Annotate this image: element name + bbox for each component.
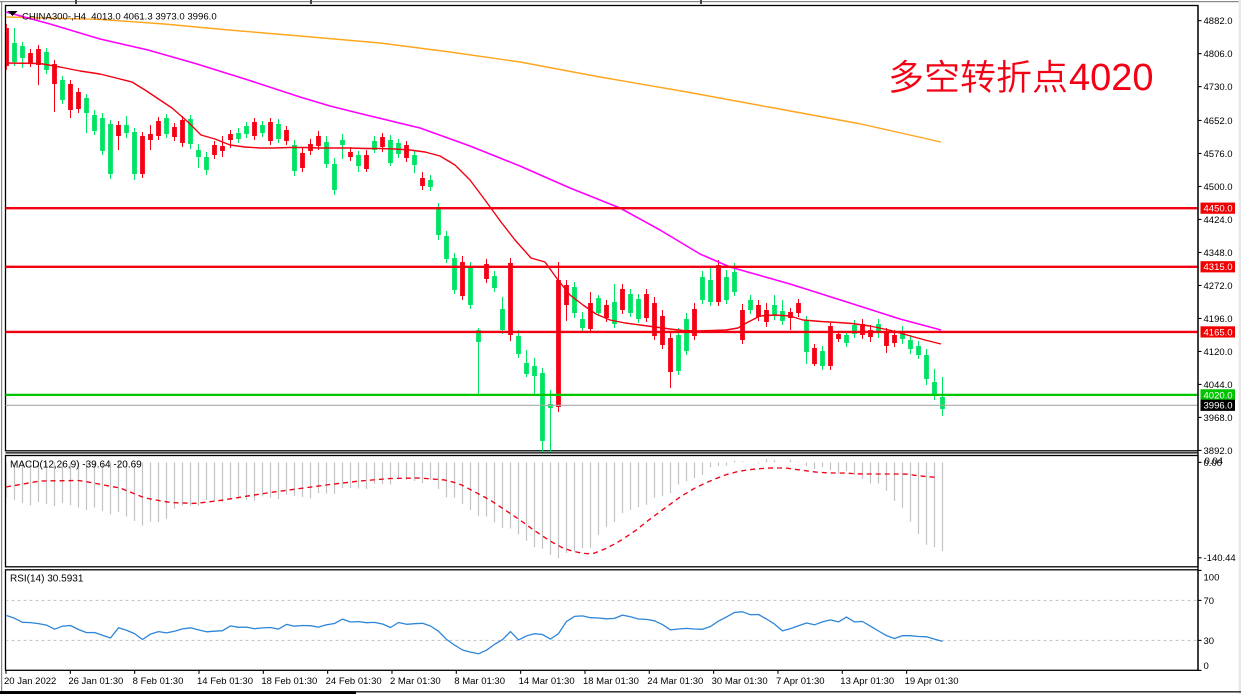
- svg-text:4272.0: 4272.0: [1204, 281, 1233, 292]
- svg-text:30 Mar 01:30: 30 Mar 01:30: [712, 676, 768, 687]
- svg-text:4652.0: 4652.0: [1204, 116, 1233, 127]
- svg-text:4020.0: 4020.0: [1204, 390, 1233, 401]
- svg-text:4315.0: 4315.0: [1204, 262, 1233, 273]
- svg-text:0.04: 0.04: [1205, 456, 1224, 467]
- svg-text:3996.0: 3996.0: [1204, 401, 1233, 412]
- svg-text:8 Mar 01:30: 8 Mar 01:30: [454, 676, 505, 687]
- svg-text:26 Jan 01:30: 26 Jan 01:30: [68, 676, 123, 687]
- svg-text:24 Mar 01:30: 24 Mar 01:30: [647, 676, 703, 687]
- svg-text:4500.0: 4500.0: [1204, 182, 1233, 193]
- svg-text:4576.0: 4576.0: [1204, 149, 1233, 160]
- svg-text:8 Feb 01:30: 8 Feb 01:30: [133, 676, 184, 687]
- svg-text:3968.0: 3968.0: [1204, 413, 1233, 424]
- svg-text:4348.0: 4348.0: [1204, 248, 1233, 259]
- svg-text:4196.0: 4196.0: [1204, 314, 1233, 325]
- svg-text:0: 0: [1204, 661, 1209, 672]
- svg-text:100: 100: [1204, 573, 1220, 584]
- svg-text:18 Mar 01:30: 18 Mar 01:30: [583, 676, 639, 687]
- svg-text:14 Mar 01:30: 14 Mar 01:30: [519, 676, 575, 687]
- svg-text:4020: 4020: [1069, 57, 1154, 99]
- svg-text:3892.0: 3892.0: [1204, 446, 1233, 457]
- svg-text:MACD(12,26,9) -39.64 -20.69: MACD(12,26,9) -39.64 -20.69: [10, 460, 142, 471]
- svg-text:4730.0: 4730.0: [1204, 82, 1233, 93]
- svg-text:13 Apr 01:30: 13 Apr 01:30: [840, 676, 894, 687]
- svg-text:7 Apr 01:30: 7 Apr 01:30: [776, 676, 825, 687]
- svg-text:30: 30: [1204, 636, 1215, 647]
- svg-text:4120.0: 4120.0: [1204, 347, 1233, 358]
- svg-text:4882.0: 4882.0: [1204, 16, 1233, 27]
- svg-text:4806.0: 4806.0: [1204, 49, 1233, 60]
- svg-text:19 Apr 01:30: 19 Apr 01:30: [905, 676, 959, 687]
- svg-text:20 Jan 2022: 20 Jan 2022: [4, 676, 56, 687]
- svg-text:4165.0: 4165.0: [1204, 327, 1233, 338]
- svg-text:70: 70: [1204, 596, 1215, 607]
- svg-text:14 Feb 01:30: 14 Feb 01:30: [197, 676, 253, 687]
- svg-text:18 Feb 01:30: 18 Feb 01:30: [261, 676, 317, 687]
- svg-text:0.00: 0.00: [1204, 458, 1223, 469]
- svg-text:RSI(14) 30.5931: RSI(14) 30.5931: [10, 574, 84, 585]
- svg-text:CHINA300-,H4 4013.0 4061.3 39: CHINA300-,H4 4013.0 4061.3 3973.0 3996.0: [22, 12, 217, 23]
- svg-text:24 Feb 01:30: 24 Feb 01:30: [326, 676, 382, 687]
- svg-text:-140.44: -140.44: [1204, 553, 1236, 564]
- svg-text:4424.0: 4424.0: [1204, 215, 1233, 226]
- svg-text:4450.0: 4450.0: [1204, 204, 1233, 215]
- svg-text:4044.0: 4044.0: [1204, 380, 1233, 391]
- svg-text:2 Mar 01:30: 2 Mar 01:30: [390, 676, 441, 687]
